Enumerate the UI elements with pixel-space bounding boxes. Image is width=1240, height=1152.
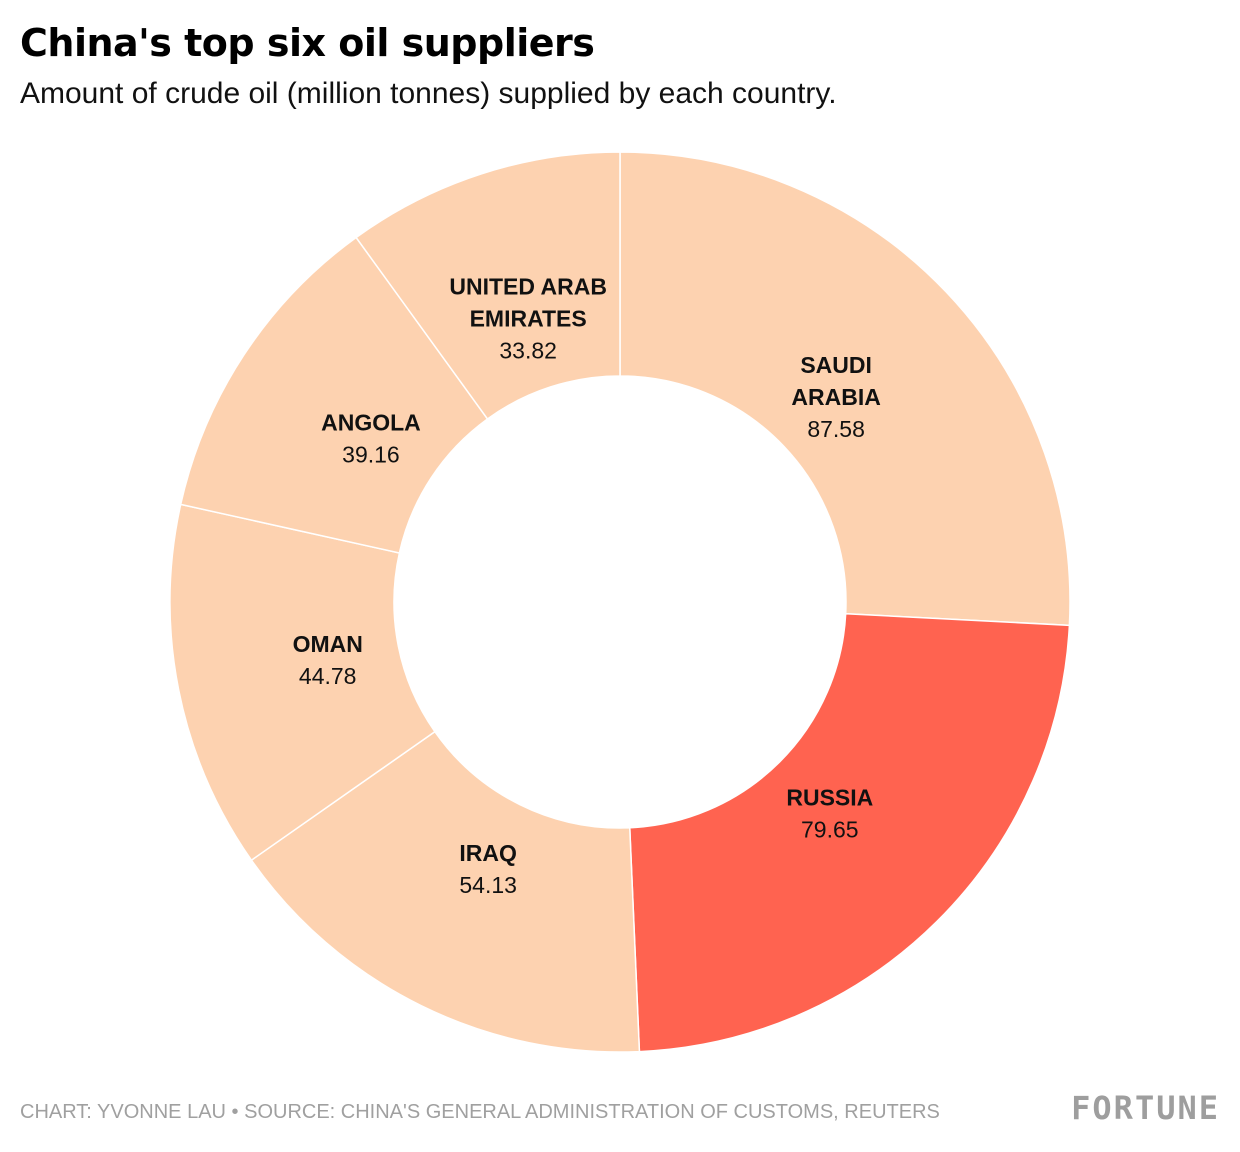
slice-oman — [169, 503, 436, 862]
slice-label-angola: ANGOLA 39.16 — [321, 409, 421, 467]
slice-value: 79.65 — [801, 817, 859, 843]
slice-iraq — [250, 730, 641, 1053]
slice-angola — [179, 236, 489, 554]
slice-united-arab-emirates — [355, 151, 621, 420]
chart-credit: CHART: YVONNE LAU • SOURCE: CHINA'S GENE… — [20, 1101, 940, 1123]
slice-name-line: IRAQ — [459, 840, 517, 866]
chart-title: China's top six oil suppliers — [20, 21, 595, 65]
slice-label-saudi-arabia: SAUDI ARABIA 87.58 — [791, 352, 880, 442]
slice-label-iraq: IRAQ 54.13 — [459, 840, 517, 898]
slice-russia — [628, 612, 1071, 1053]
slice-name-line: RUSSIA — [786, 785, 873, 811]
slice-name-line: OMAN — [293, 631, 363, 657]
slice-name-line: ANGOLA — [321, 409, 421, 435]
fortune-logo: FORTUNE — [1071, 1089, 1220, 1127]
slice-value: 33.82 — [499, 338, 557, 364]
slice-name-line: UNITED ARAB — [449, 274, 607, 300]
slice-name-line: ARABIA — [791, 384, 880, 410]
slice-label-russia: RUSSIA 79.65 — [786, 785, 873, 843]
chart-subtitle: Amount of crude oil (million tonnes) sup… — [20, 77, 837, 110]
slice-value: 44.78 — [299, 663, 357, 689]
slice-value: 87.58 — [807, 416, 865, 442]
slice-value: 54.13 — [459, 872, 517, 898]
slice-value: 39.16 — [342, 441, 400, 467]
slice-saudi-arabia — [619, 151, 1071, 627]
slice-labels: SAUDI ARABIA 87.58 RUSSIA 79.65 IRAQ 54.13 OMAN… — [293, 274, 881, 899]
slice-label-united-arab-emirates: UNITED ARAB EMIRATES 33.82 — [449, 274, 607, 364]
slice-name-line: SAUDI — [800, 352, 872, 378]
slice-label-oman: OMAN 44.78 — [293, 631, 363, 689]
slice-name-line: EMIRATES — [470, 306, 587, 332]
